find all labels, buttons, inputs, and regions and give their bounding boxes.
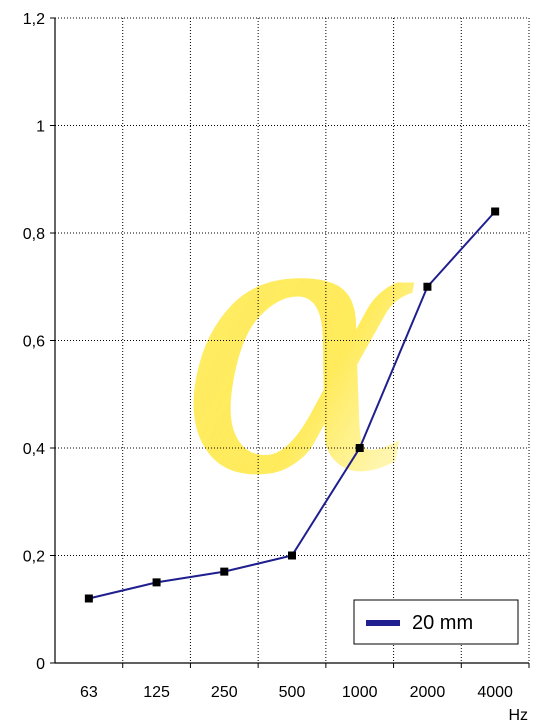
- x-tick-label: 125: [143, 684, 170, 701]
- x-tick-labels: 63 125 250 500 1000 2000 4000: [80, 684, 513, 701]
- data-point: [423, 282, 432, 291]
- x-tick-label: 63: [80, 684, 98, 701]
- data-point: [491, 207, 500, 216]
- y-tick-label: 0: [36, 656, 45, 673]
- legend: 20 mm: [353, 599, 519, 645]
- alpha-watermark-icon: α: [178, 136, 421, 555]
- legend-swatch-20mm: [366, 620, 400, 626]
- x-tick-label: 1000: [342, 684, 378, 701]
- y-tick-label: 0,4: [23, 441, 45, 458]
- x-tick-label: 4000: [477, 684, 513, 701]
- x-axis-label: Hz: [508, 707, 528, 724]
- y-tick-label: 1,2: [23, 11, 45, 28]
- data-point: [288, 551, 296, 560]
- y-tick-label: 0,2: [23, 549, 45, 566]
- data-point: [84, 594, 93, 603]
- y-tick-label: 0,6: [23, 334, 45, 351]
- x-tick-label: 500: [279, 684, 306, 701]
- data-point: [355, 444, 364, 452]
- y-tick-labels: 0 0,2 0,4 0,6 0,8 1 1,2: [23, 11, 45, 673]
- grid-lines: [55, 17, 530, 663]
- legend-label-20mm: 20 mm: [412, 612, 473, 634]
- y-tick-label: 1: [36, 119, 45, 136]
- x-tick-label: 250: [211, 684, 238, 701]
- data-point: [152, 578, 161, 587]
- axes: [50, 17, 530, 668]
- series-group: [84, 207, 500, 603]
- y-tick-label: 0,8: [23, 226, 45, 243]
- x-tick-label: 2000: [410, 684, 446, 701]
- data-point: [220, 567, 229, 576]
